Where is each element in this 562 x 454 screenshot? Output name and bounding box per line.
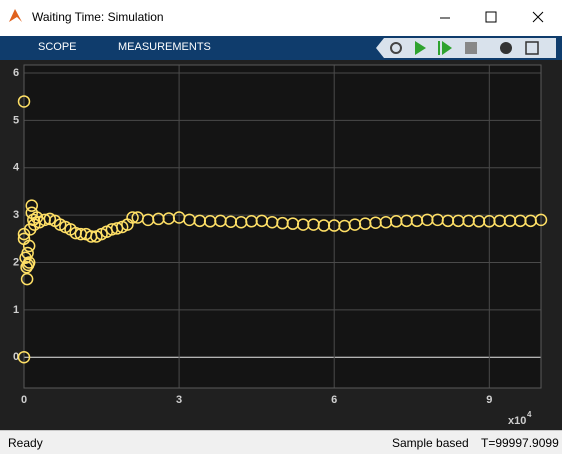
marker (22, 256, 36, 269)
axes-frame (23, 64, 542, 389)
toolbar-icons (376, 38, 556, 58)
stop-button[interactable] (465, 42, 477, 54)
y-tick-label: 5 (13, 114, 19, 126)
marker (21, 246, 34, 260)
run-button[interactable] (415, 41, 426, 55)
status-text: Ready (8, 436, 43, 450)
x-tick-label: 6 (331, 394, 337, 406)
marker (17, 350, 31, 364)
marker (43, 212, 57, 226)
settings-button[interactable] (390, 42, 402, 54)
y-tick-label: 6 (13, 67, 19, 79)
step-button-arrow (442, 41, 452, 55)
plot-panel: 0 1 2 3 4 5 6 0 3 6 9 x10 4 (0, 60, 562, 430)
marker (17, 95, 31, 108)
app-logo (9, 9, 22, 22)
x-exponent: x10 (508, 415, 526, 427)
marker (534, 213, 548, 227)
step-button[interactable] (438, 41, 440, 55)
maximize-button[interactable] (485, 11, 497, 23)
status-time: T=99997.9099 (481, 436, 559, 450)
tab[interactable]: SCOPE (38, 41, 77, 53)
x-exponent-power: 4 (527, 410, 532, 419)
marker (22, 239, 36, 253)
close-button[interactable] (532, 11, 544, 23)
status-mode: Sample based (392, 436, 469, 450)
toolbar: SCOPE MEASUREMENTS (0, 36, 562, 60)
x-tick-label: 0 (21, 394, 27, 406)
y-tick-label: 0 (13, 351, 19, 363)
x-tick-label: 9 (486, 394, 492, 406)
tab[interactable]: MEASUREMENTS (118, 41, 211, 53)
y-tick-label: 2 (13, 256, 19, 268)
help-button[interactable] (500, 42, 512, 54)
x-tick-label: 3 (176, 394, 182, 406)
marker (20, 272, 34, 286)
undock-button[interactable] (525, 41, 539, 55)
y-tick-label: 1 (13, 304, 19, 316)
status-bar: Ready Sample based T=99997.9099 (0, 430, 562, 454)
y-tick-label: 3 (13, 209, 19, 221)
window-title: Waiting Time: Simulation (32, 10, 164, 24)
marker (126, 211, 139, 224)
marker (25, 199, 39, 212)
title-icons (9, 9, 544, 23)
title-bar: Waiting Time: Simulation (0, 0, 562, 36)
axes-background (24, 65, 541, 388)
y-tick-label: 4 (13, 162, 20, 174)
